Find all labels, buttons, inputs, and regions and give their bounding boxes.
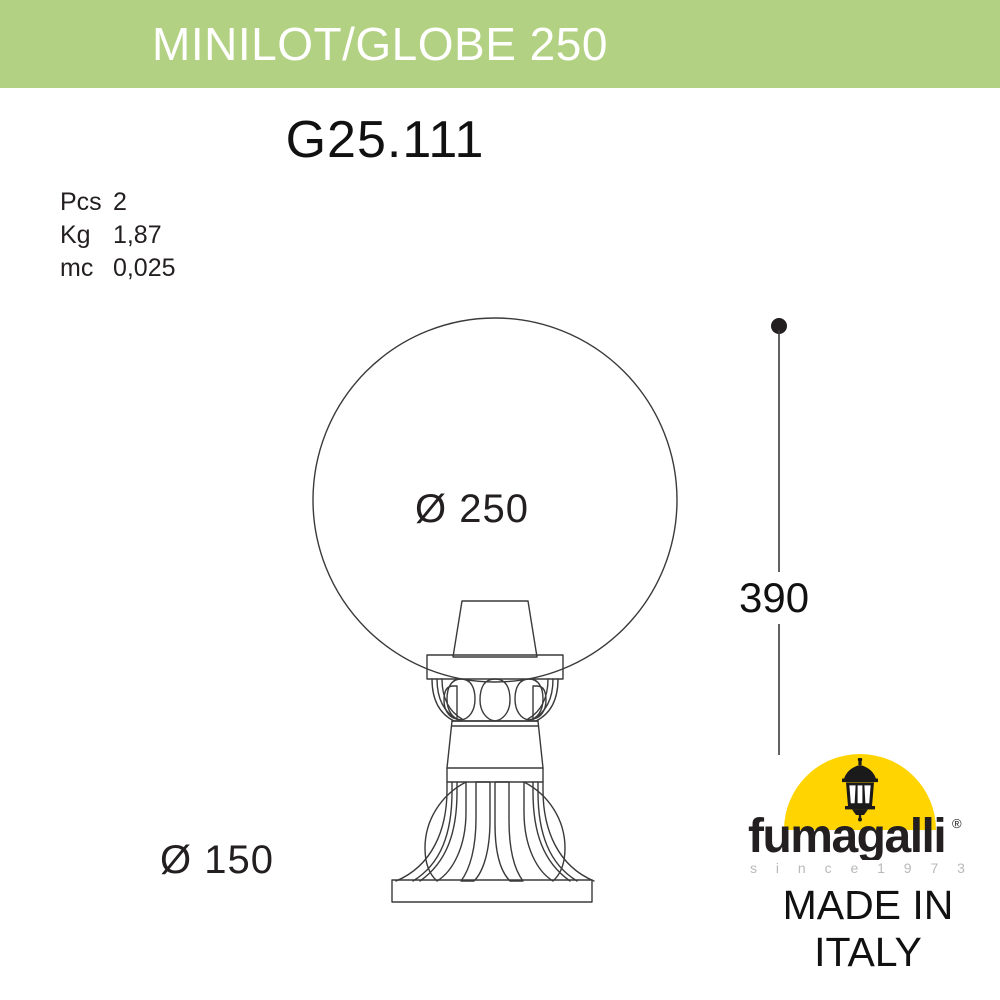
pedestal-flare-outer-right xyxy=(542,767,595,882)
lantern-icon xyxy=(842,758,878,822)
svg-text:®: ® xyxy=(952,816,962,831)
fumagalli-wordmark: fumagalli ® xyxy=(748,812,962,860)
flare-petal-right xyxy=(523,781,566,882)
page-title: MINILOT/GLOBE 250 xyxy=(152,18,608,70)
flare-petal-left xyxy=(424,781,467,882)
ornament-leaf-left-outer xyxy=(431,678,455,722)
ornament-leaf-left-outer3 xyxy=(441,678,463,720)
base-diameter-label: Ø 150 xyxy=(160,838,274,882)
made-in-line-2: ITALY xyxy=(814,929,922,975)
pedestal-neck xyxy=(446,720,544,769)
ornament-leaf-right-outer3 xyxy=(527,678,549,720)
spec-value-mc: 0,025 xyxy=(112,254,176,282)
since-tagline: s i n c e 1 9 7 3 xyxy=(750,860,973,876)
ornament-leaf-right-outer xyxy=(535,678,559,722)
spec-value-pcs: 2 xyxy=(112,188,127,216)
flare-petal-center xyxy=(494,781,524,882)
flare-rib-3 xyxy=(537,781,578,882)
ornament-petal-2 xyxy=(479,678,511,722)
spec-value-kg: 1,87 xyxy=(112,221,162,249)
pedestal-flare-outer xyxy=(395,767,448,882)
ornament-leaf-right-outer2 xyxy=(531,678,554,721)
made-in-line-1: MADE IN xyxy=(782,882,954,928)
ornament-leaf-left-petal xyxy=(443,685,458,720)
made-in-italy-text: MADE IN ITALY xyxy=(742,882,994,976)
product-code: G25.111 xyxy=(285,111,485,169)
spec-label-pcs: Pcs xyxy=(60,188,102,216)
socket-holder xyxy=(452,600,538,658)
spec-row-pcs: Pcs 2 xyxy=(60,186,176,219)
ornament-leaf-right-petal xyxy=(532,685,547,720)
ornament-leaf-left-outer2 xyxy=(436,678,459,721)
logo-mark: fumagalli ® xyxy=(748,752,978,872)
pedestal-foot-plate xyxy=(391,879,593,903)
globe-diameter-label: Ø 250 xyxy=(415,487,529,531)
fumagalli-logo: fumagalli ® s i n c e 1 9 7 3 MADE IN IT… xyxy=(742,752,1000,1000)
height-dimension xyxy=(771,318,787,755)
spec-label-kg: Kg xyxy=(60,221,91,249)
ornament-petal-3 xyxy=(514,678,544,721)
flare-rib-1 xyxy=(412,781,453,882)
svg-text:fumagalli: fumagalli xyxy=(748,812,945,860)
spec-row-kg: Kg 1,87 xyxy=(60,219,176,252)
flare-petal-center-left xyxy=(460,781,491,882)
spec-row-mc: mc 0,025 xyxy=(60,252,176,285)
flare-rib-2 xyxy=(419,781,458,882)
pedestal-collar xyxy=(426,654,564,680)
ornament-petal-1 xyxy=(446,678,476,721)
total-height-label: 390 xyxy=(735,572,814,624)
flare-rib-4 xyxy=(532,781,571,882)
specifications-block: Pcs 2 Kg 1,87 mc 0,025 xyxy=(60,186,176,285)
spec-label-mc: mc xyxy=(60,254,94,282)
dimension-dot xyxy=(771,318,787,334)
header-band xyxy=(0,0,1000,88)
